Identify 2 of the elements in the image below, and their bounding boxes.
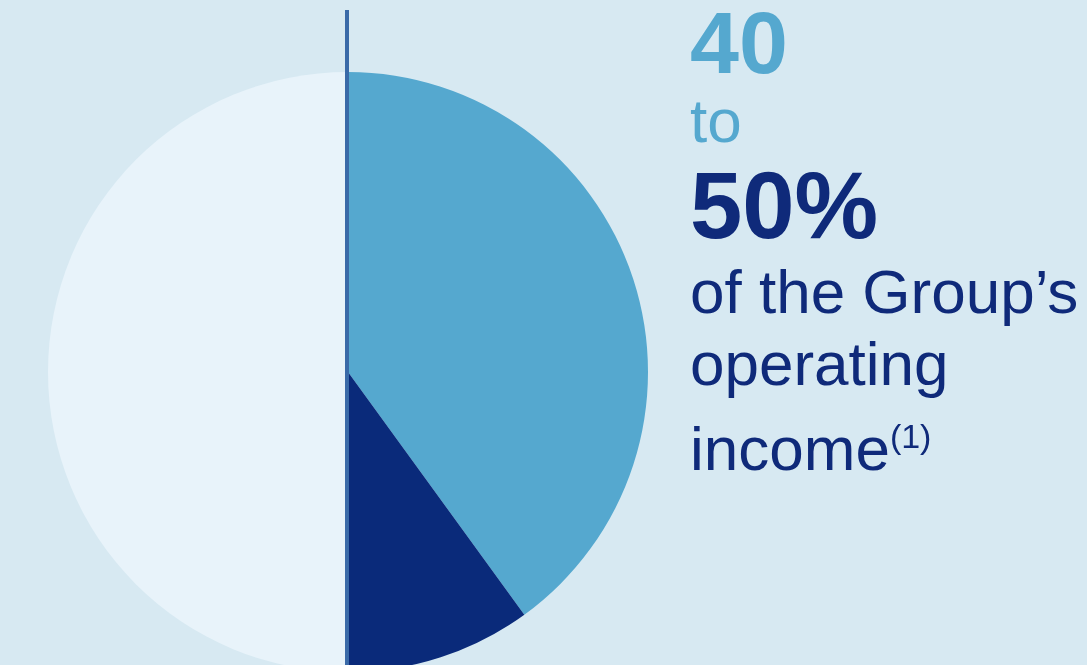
text: of the Group’s operating income$^{(1)}$ [690,256,1080,485]
text: 50% [690,153,880,258]
